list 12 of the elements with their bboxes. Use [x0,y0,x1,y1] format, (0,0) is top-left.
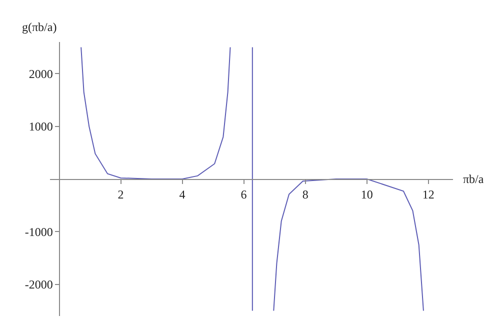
x-tick-label: 12 [422,187,434,202]
x-axis-title: πb/a [463,172,484,186]
y-axis-title: g(πb/a) [22,20,57,34]
y-tick-label: -2000 [24,278,53,292]
x-tick-label: 8 [302,187,308,202]
x-tick-label: 6 [240,187,247,202]
x-tick-label: 4 [179,187,186,202]
x-tick-label: 2 [118,187,124,202]
y-tick-label: -1000 [24,224,53,239]
x-tick-label: 10 [360,187,373,202]
y-tick-label: 1000 [28,120,53,134]
y-tick-label: 2000 [28,66,53,81]
